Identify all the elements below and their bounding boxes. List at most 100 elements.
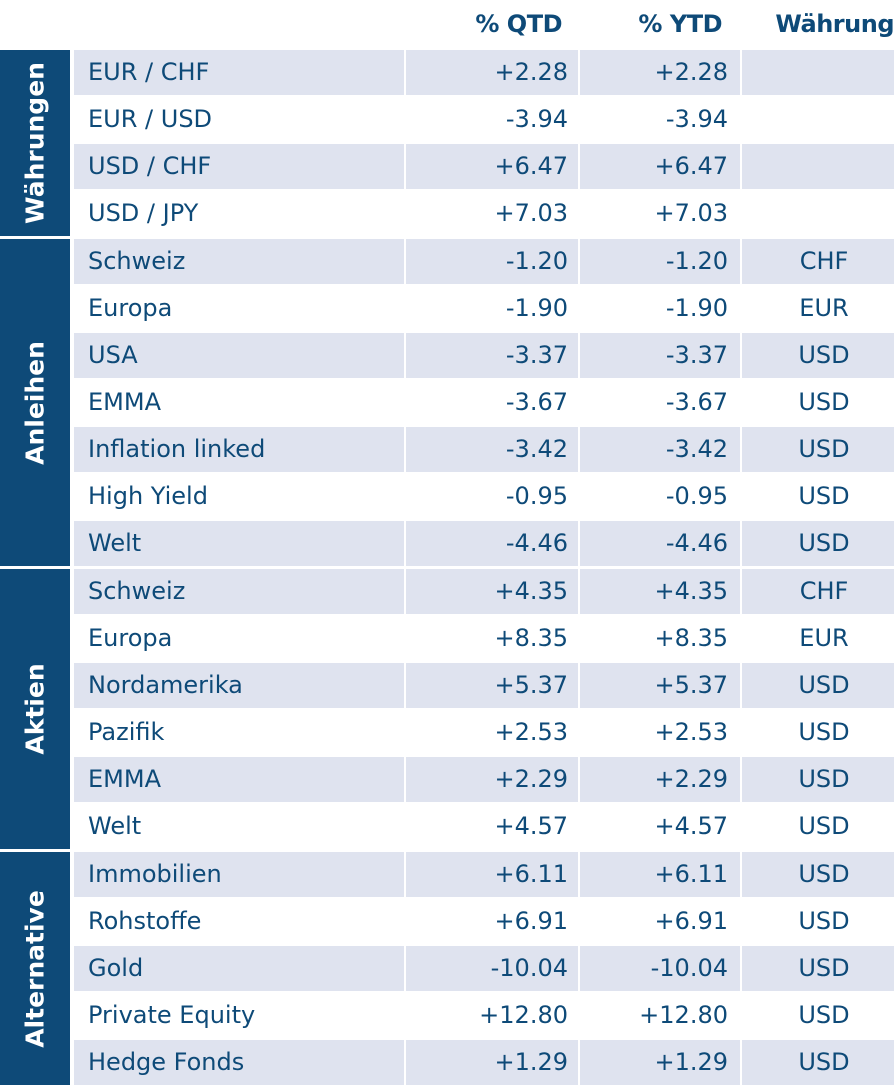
group-label: Aktien <box>0 569 70 849</box>
row-name: Inflation linked <box>74 427 404 472</box>
row-qtd: +2.29 <box>406 757 578 802</box>
table-row: USD / JPY +7.03 +7.03 <box>74 191 894 236</box>
row-name: EUR / USD <box>74 97 404 142</box>
row-qtd: -1.90 <box>406 286 578 331</box>
group-label: Währungen <box>0 50 70 236</box>
row-ytd: -0.95 <box>580 474 740 519</box>
table-group: Alternative Immobilien +6.11 +6.11 USD Rohsto… <box>0 852 894 1085</box>
row-name: Pazifik <box>74 710 404 755</box>
row-currency: USD <box>742 427 894 472</box>
row-ytd: -3.94 <box>580 97 740 142</box>
row-currency: USD <box>742 333 894 378</box>
row-qtd: +6.11 <box>406 852 578 897</box>
row-currency <box>742 144 894 189</box>
table-row: Hedge Fonds +1.29 +1.29 USD <box>74 1040 894 1085</box>
table-row: Europa -1.90 -1.90 EUR <box>74 286 894 331</box>
group-label: Alternative <box>0 852 70 1085</box>
row-name: USA <box>74 333 404 378</box>
row-qtd: +6.47 <box>406 144 578 189</box>
row-currency: CHF <box>742 239 894 284</box>
table-header: % QTD % YTD Währung <box>0 0 894 50</box>
row-qtd: -4.46 <box>406 521 578 566</box>
table-row: EUR / CHF +2.28 +2.28 <box>74 50 894 95</box>
row-name: Gold <box>74 946 404 991</box>
group-rows: Schweiz +4.35 +4.35 CHF Europa +8.35 +8.35 EUR N… <box>74 569 894 849</box>
row-ytd: -1.20 <box>580 239 740 284</box>
row-qtd: +4.35 <box>406 569 578 614</box>
row-name: Schweiz <box>74 569 404 614</box>
row-currency: EUR <box>742 616 894 661</box>
row-currency <box>742 191 894 236</box>
table-row: Europa +8.35 +8.35 EUR <box>74 616 894 661</box>
table-row: Welt -4.46 -4.46 USD <box>74 521 894 566</box>
group-rows: Immobilien +6.11 +6.11 USD Rohstoffe +6.91 +6.… <box>74 852 894 1085</box>
row-ytd: +5.37 <box>580 663 740 708</box>
table-row: Private Equity +12.80 +12.80 USD <box>74 993 894 1038</box>
row-currency: USD <box>742 474 894 519</box>
row-currency: USD <box>742 993 894 1038</box>
row-name: High Yield <box>74 474 404 519</box>
row-ytd: +6.91 <box>580 899 740 944</box>
row-ytd: -3.67 <box>580 380 740 425</box>
table-row: USA -3.37 -3.37 USD <box>74 333 894 378</box>
row-ytd: +2.53 <box>580 710 740 755</box>
table-row: Schweiz +4.35 +4.35 CHF <box>74 569 894 614</box>
row-name: Welt <box>74 804 404 849</box>
row-ytd: -3.42 <box>580 427 740 472</box>
row-name: Europa <box>74 286 404 331</box>
row-currency: USD <box>742 1040 894 1085</box>
group-rows: EUR / CHF +2.28 +2.28 EUR / USD -3.94 -3.94 US… <box>74 50 894 236</box>
row-ytd: +2.28 <box>580 50 740 95</box>
group-label-text: Anleihen <box>20 340 50 465</box>
table-row: EMMA +2.29 +2.29 USD <box>74 757 894 802</box>
row-name: Private Equity <box>74 993 404 1038</box>
table-row: Gold -10.04 -10.04 USD <box>74 946 894 991</box>
group-rows: Schweiz -1.20 -1.20 CHF Europa -1.90 -1.90 EUR U… <box>74 239 894 566</box>
row-qtd: +2.28 <box>406 50 578 95</box>
row-currency: EUR <box>742 286 894 331</box>
row-qtd: -10.04 <box>406 946 578 991</box>
table-group: Aktien Schweiz +4.35 +4.35 CHF Europa +8.35 +8.… <box>0 569 894 849</box>
row-ytd: +7.03 <box>580 191 740 236</box>
table-row: EMMA -3.67 -3.67 USD <box>74 380 894 425</box>
row-name: USD / JPY <box>74 191 404 236</box>
row-name: EMMA <box>74 757 404 802</box>
header-qtd: % QTD <box>475 10 562 38</box>
row-ytd: +4.57 <box>580 804 740 849</box>
row-qtd: -3.42 <box>406 427 578 472</box>
row-currency: USD <box>742 710 894 755</box>
table-row: USD / CHF +6.47 +6.47 <box>74 144 894 189</box>
group-label: Anleihen <box>0 239 70 566</box>
row-ytd: -10.04 <box>580 946 740 991</box>
table-row: Immobilien +6.11 +6.11 USD <box>74 852 894 897</box>
row-currency <box>742 50 894 95</box>
row-ytd: -3.37 <box>580 333 740 378</box>
row-currency: USD <box>742 946 894 991</box>
row-currency: USD <box>742 757 894 802</box>
row-ytd: +8.35 <box>580 616 740 661</box>
row-currency: USD <box>742 804 894 849</box>
row-currency: USD <box>742 663 894 708</box>
row-ytd: -1.90 <box>580 286 740 331</box>
row-currency: USD <box>742 852 894 897</box>
row-name: Hedge Fonds <box>74 1040 404 1085</box>
row-currency <box>742 97 894 142</box>
row-currency: USD <box>742 521 894 566</box>
row-currency: USD <box>742 899 894 944</box>
table-row: Welt +4.57 +4.57 USD <box>74 804 894 849</box>
row-qtd: -0.95 <box>406 474 578 519</box>
row-qtd: +12.80 <box>406 993 578 1038</box>
row-name: EMMA <box>74 380 404 425</box>
table-row: Pazifik +2.53 +2.53 USD <box>74 710 894 755</box>
header-currency: Währung <box>775 10 894 38</box>
row-qtd: -3.37 <box>406 333 578 378</box>
row-qtd: +1.29 <box>406 1040 578 1085</box>
row-currency: USD <box>742 380 894 425</box>
row-ytd: +6.47 <box>580 144 740 189</box>
row-name: EUR / CHF <box>74 50 404 95</box>
row-qtd: -3.94 <box>406 97 578 142</box>
row-qtd: +4.57 <box>406 804 578 849</box>
row-currency: CHF <box>742 569 894 614</box>
table-group: Währungen EUR / CHF +2.28 +2.28 EUR / USD -3.… <box>0 50 894 236</box>
row-name: Rohstoffe <box>74 899 404 944</box>
